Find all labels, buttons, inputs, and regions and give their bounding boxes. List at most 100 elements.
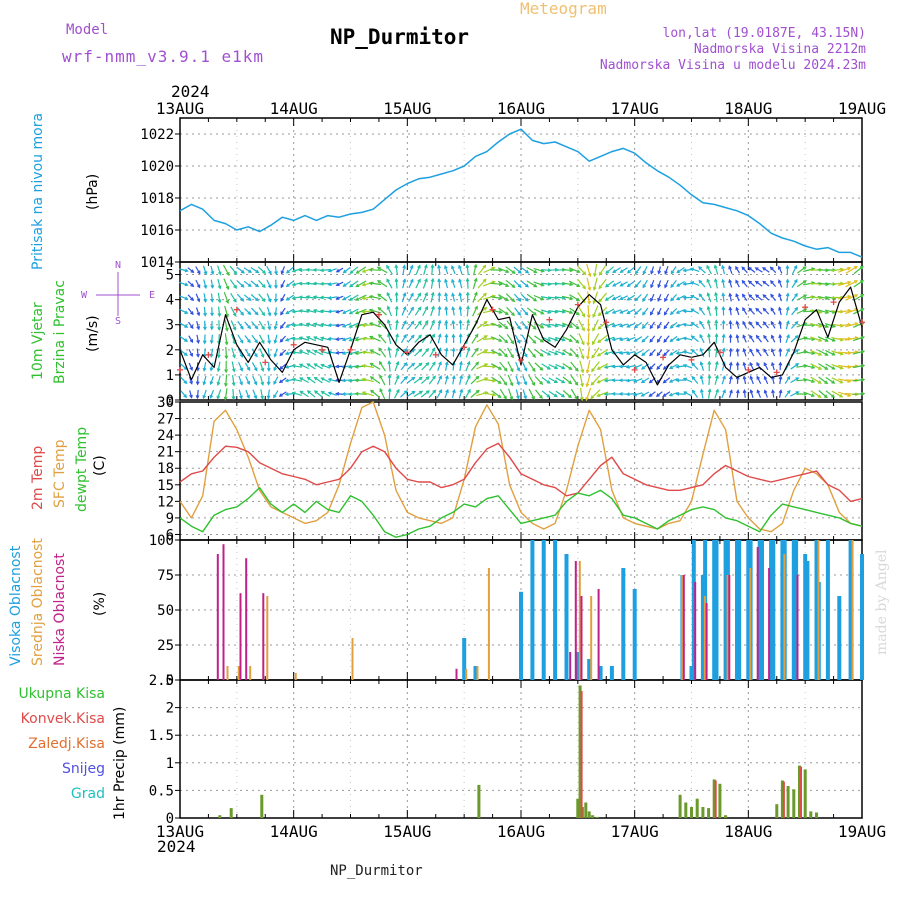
wind-arrow-head xyxy=(267,312,272,317)
wind-arrow-head xyxy=(369,335,374,340)
wind-arrow xyxy=(490,322,502,328)
wind-arrow-head xyxy=(690,321,695,326)
wind-arrow-head xyxy=(225,299,230,304)
wind-arrow xyxy=(472,278,477,290)
wind-arrow-head xyxy=(248,269,253,273)
wind-arrow-head xyxy=(273,394,277,399)
wind-arrow xyxy=(657,280,662,288)
wind-arrow-head xyxy=(482,264,487,269)
wind-arrow-head xyxy=(196,312,201,317)
wind-arrow xyxy=(619,351,629,354)
wind-arrow xyxy=(642,279,648,288)
wind-arrow xyxy=(838,281,851,287)
wind-arrow-head xyxy=(459,388,464,393)
wind-arrow-head xyxy=(483,335,488,339)
mid-cloud-bar xyxy=(817,540,820,680)
wind-arrow-head xyxy=(517,297,522,302)
wind-arrow xyxy=(570,375,579,386)
wind-arrow-head xyxy=(273,367,278,372)
wind-arrow xyxy=(803,337,815,340)
wind-arrow-head xyxy=(818,338,823,342)
wind-arrows xyxy=(179,263,866,402)
wind-arrow xyxy=(555,377,565,384)
wind-arrow-head xyxy=(402,306,407,311)
wind-arrow-head xyxy=(554,379,559,384)
wind-arrow xyxy=(676,280,686,287)
wind-arrow xyxy=(649,349,656,356)
sfctemp-ylabel: SFC Temp xyxy=(52,439,68,508)
wind-arrow xyxy=(818,376,828,384)
wind-arrow-head xyxy=(189,311,194,316)
wind-arrow xyxy=(328,296,337,299)
wind-arrow-head xyxy=(299,377,304,381)
wind-arrow xyxy=(683,310,693,313)
wind-arrow xyxy=(708,375,711,385)
wind-arrow-head xyxy=(611,391,616,396)
wind-arrow-head xyxy=(327,377,332,382)
wind-arrow-head xyxy=(721,264,725,269)
wind-arrow-head xyxy=(210,326,214,331)
wind-arrow xyxy=(579,360,584,373)
ukupna-kisa-bar xyxy=(229,808,233,818)
wind-arrow-head xyxy=(682,309,687,314)
wind-arrow-head xyxy=(320,363,325,368)
wind-arrow-head xyxy=(662,393,667,397)
wind-arrow-head xyxy=(699,374,704,379)
wind-arrow-head xyxy=(532,311,537,316)
wind-arrow xyxy=(286,308,295,315)
wind-arrow xyxy=(656,391,663,397)
wind-arrow-head xyxy=(568,380,573,385)
wind-arrow-head xyxy=(554,351,559,356)
wind-arrow xyxy=(203,306,206,316)
wind-arrow xyxy=(642,265,648,275)
wind-arrow-head xyxy=(320,391,325,395)
low-cloud-bar xyxy=(574,561,577,680)
wind-arrow xyxy=(590,389,601,399)
wind-arrow-head xyxy=(626,324,631,328)
gust-marker xyxy=(177,366,183,373)
low-cloud-bar xyxy=(455,668,458,680)
wind-compass: N S W E xyxy=(81,260,155,327)
wind-arrow xyxy=(770,294,776,301)
wind-arrow-head xyxy=(291,391,296,396)
wind-arrow-head xyxy=(354,310,359,315)
wind-arrow xyxy=(743,390,746,398)
wind-arrow-head xyxy=(246,394,250,399)
wind-arrow-head xyxy=(482,278,487,283)
wind-arrow xyxy=(662,391,671,397)
wind-arrow xyxy=(715,347,718,358)
wind-arrow xyxy=(756,348,762,357)
wind-arrow xyxy=(458,279,463,289)
konvek-kisa-bar xyxy=(580,691,583,818)
wind-arrow-head xyxy=(728,347,733,352)
wind-arrow-head xyxy=(209,367,214,372)
wind-arrow xyxy=(590,375,601,386)
wind-arrow-head xyxy=(754,267,759,271)
wind-arrow-head xyxy=(285,269,290,274)
wind-arrow xyxy=(735,293,740,302)
wind-arrow-head xyxy=(576,269,581,274)
wind-arrow xyxy=(831,282,844,285)
wind-arrow-head xyxy=(254,311,259,316)
wind-arrow-head xyxy=(755,334,760,339)
wind-arrow xyxy=(541,376,551,384)
wind-arrow xyxy=(635,266,642,274)
wind-arrow-head xyxy=(823,394,828,399)
wind-arrow xyxy=(676,309,686,314)
wind-arrow-head xyxy=(778,306,782,311)
wind-arrow-head xyxy=(742,375,747,380)
wind-arrow xyxy=(482,378,496,382)
wind-arrow-head xyxy=(458,333,463,338)
wind-arrow xyxy=(521,348,528,357)
wind-arrow xyxy=(762,308,770,315)
wind-arrow-head xyxy=(824,324,830,328)
wind-arrow xyxy=(237,348,244,358)
wind-arrow-head xyxy=(355,270,360,274)
wind-arrow xyxy=(196,334,200,344)
wind-arrow-head xyxy=(267,284,272,289)
wind-arrow xyxy=(797,266,807,274)
wind-arrow-head xyxy=(387,373,392,379)
y-tick-label: 24 xyxy=(157,428,174,444)
wind-arrow-head xyxy=(203,326,207,331)
wind-arrow xyxy=(526,266,537,274)
